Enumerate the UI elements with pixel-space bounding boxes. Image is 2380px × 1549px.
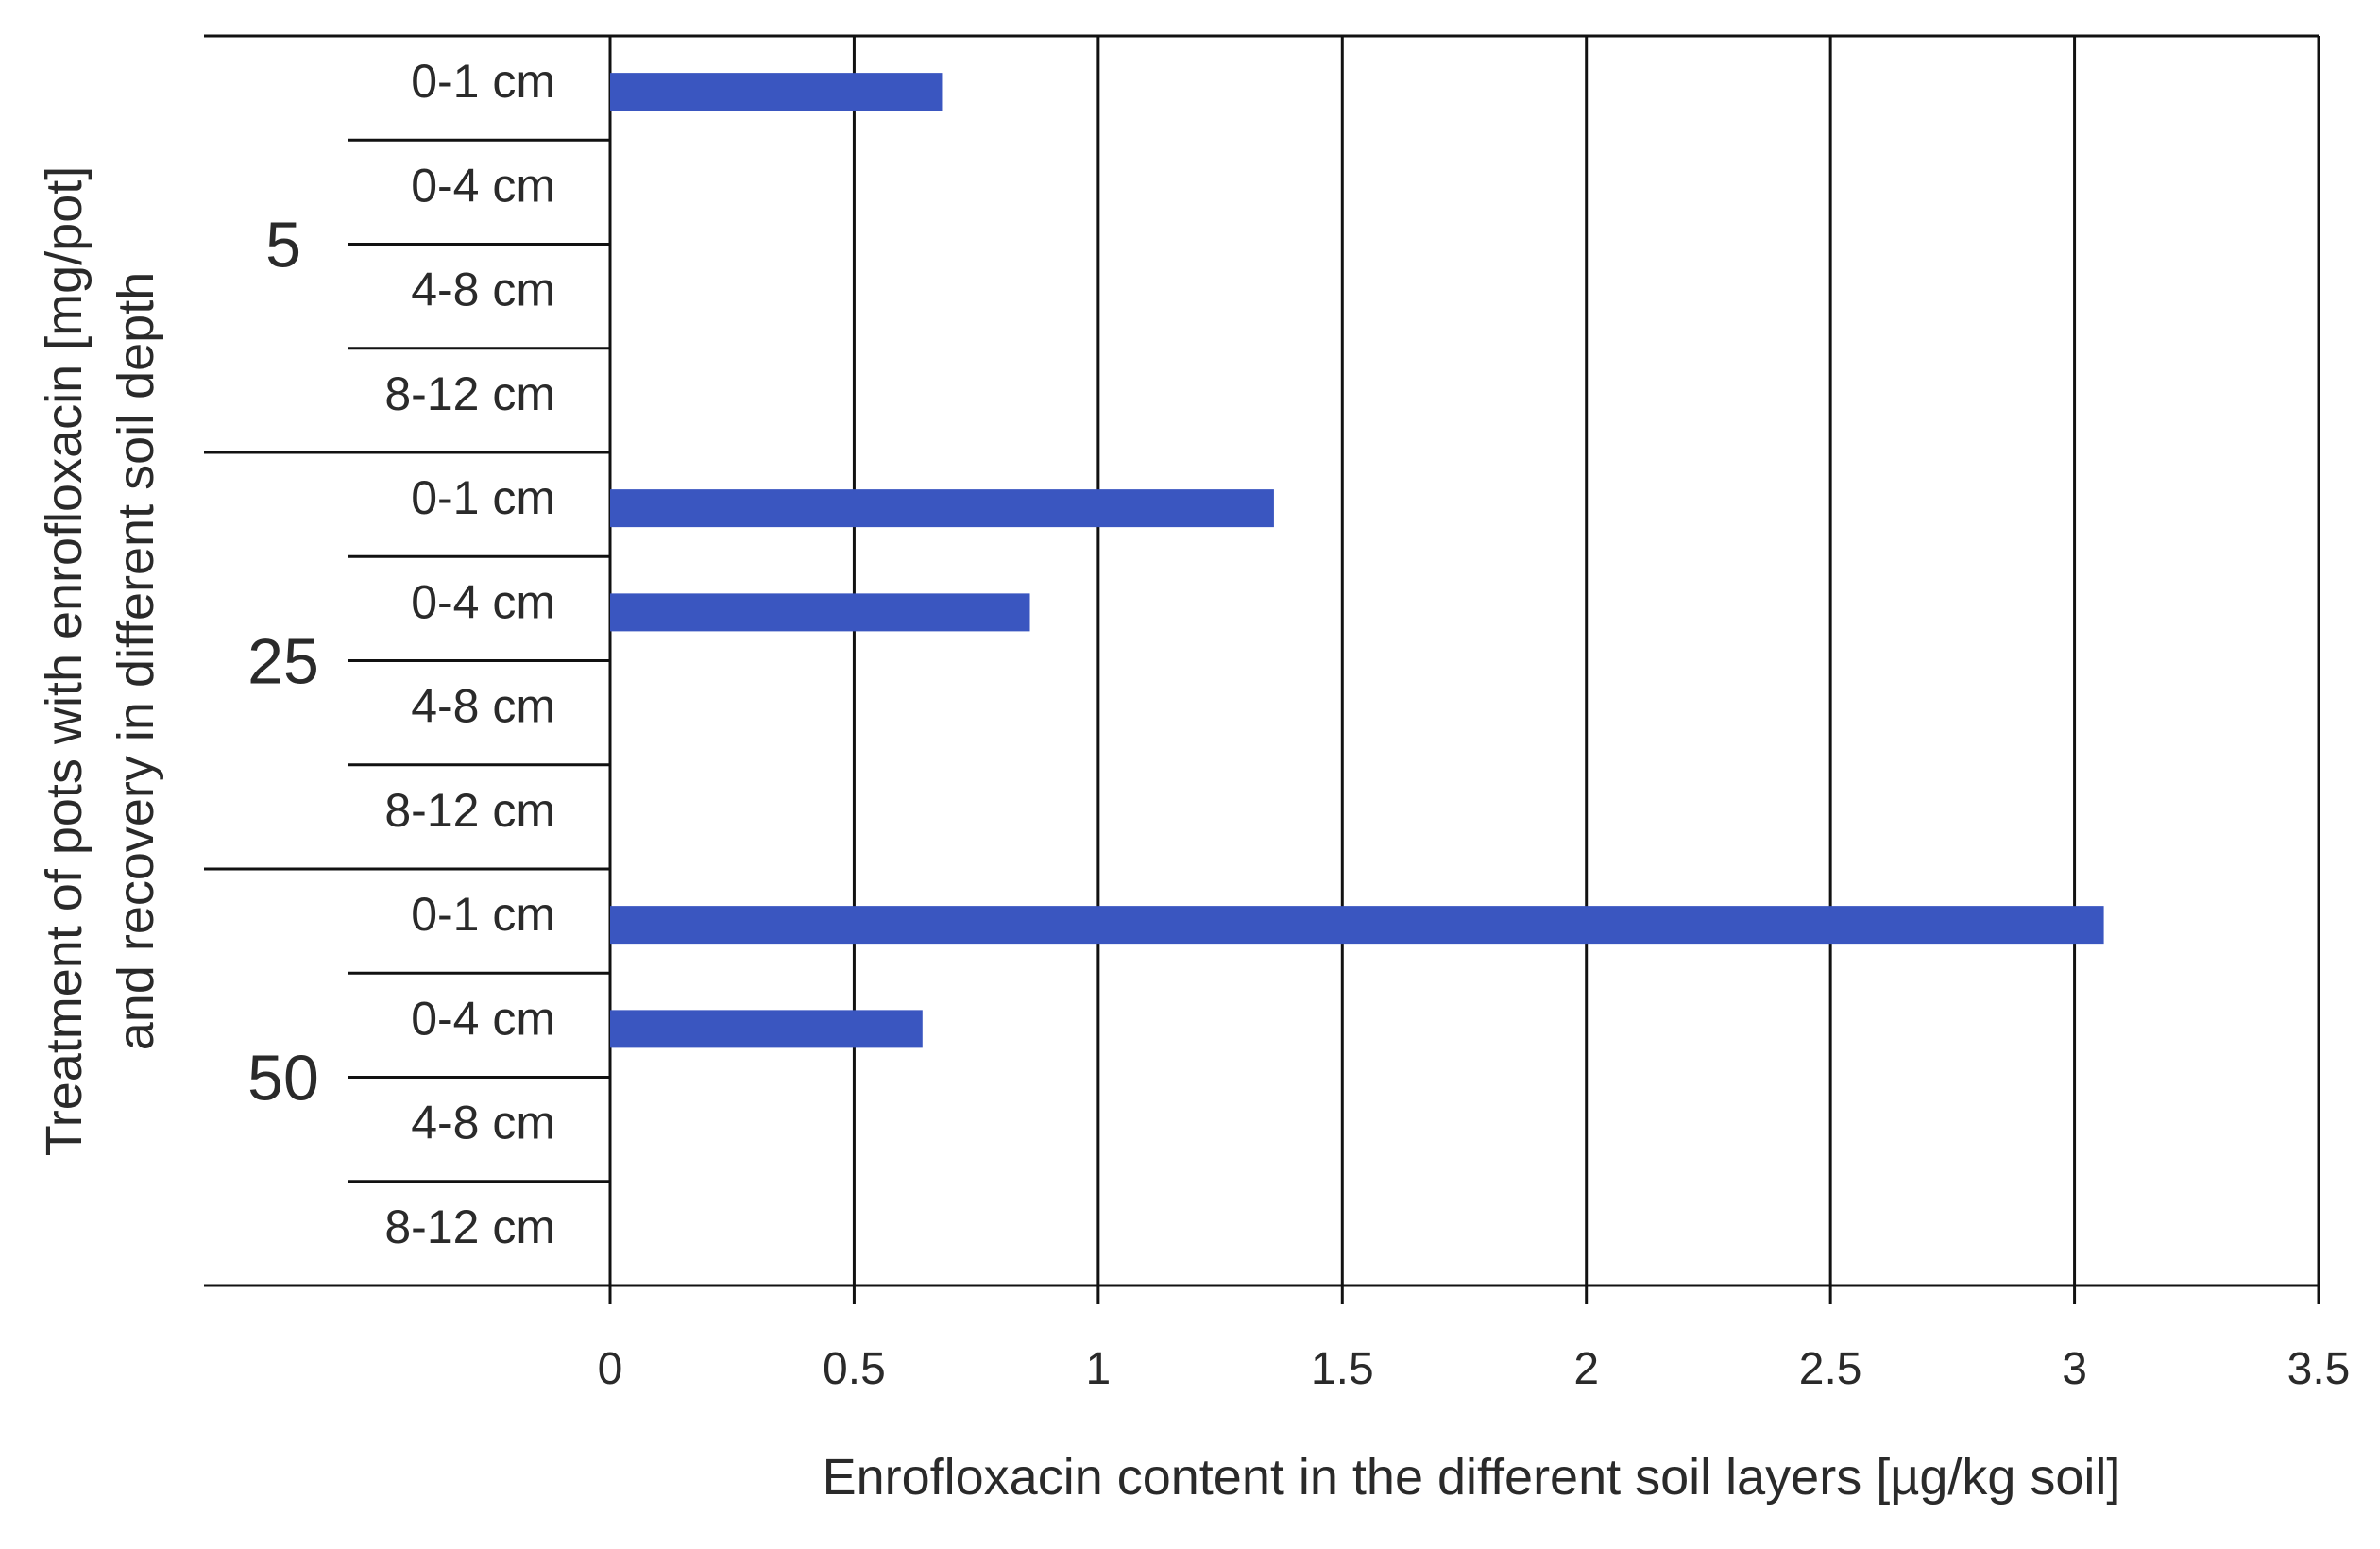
category-label: 0-4 cm <box>411 992 555 1045</box>
x-tick-label: 0.5 <box>823 1344 886 1394</box>
category-label: 8-12 cm <box>384 367 555 420</box>
category-label: 4-8 cm <box>411 1097 555 1149</box>
category-label: 0-1 cm <box>411 55 555 108</box>
x-axis-title: Enrofloxacin content in the different so… <box>823 1449 2121 1506</box>
category-label: 0-1 cm <box>411 471 555 524</box>
gridlines <box>608 36 2320 1304</box>
bars <box>610 73 2104 1048</box>
y-axis-title-line-1: Treatment of pots with enrofloxacin [mg/… <box>36 166 93 1157</box>
category-label: 4-8 cm <box>411 264 555 316</box>
category-label: 4-8 cm <box>411 680 555 733</box>
x-tick-label: 2 <box>1573 1344 1599 1394</box>
category-label: 8-12 cm <box>384 784 555 837</box>
category-label: 0-4 cm <box>411 159 555 212</box>
y-axis-title-line-2: and recovery in different soil depth <box>108 272 164 1051</box>
group-label: 50 <box>247 1043 319 1115</box>
bar <box>610 906 2104 945</box>
x-tick-label: 3 <box>2062 1344 2087 1394</box>
category-label: 0-1 cm <box>411 888 555 941</box>
bar <box>610 73 943 111</box>
frame <box>204 34 2319 1287</box>
x-tick-label: 1.5 <box>1311 1344 1374 1394</box>
labels: 0 0.5 1 1.5 2 2.5 3 3.5 0-1 cm 0-4 cm 4-8 cm 8-12 c… <box>247 55 2350 1394</box>
x-tick-label: 1 <box>1086 1344 1112 1394</box>
bar <box>610 593 1030 632</box>
group-label: 5 <box>265 210 301 281</box>
bar <box>610 489 1274 528</box>
x-tick-label: 0 <box>598 1344 623 1394</box>
bar <box>610 1010 923 1048</box>
x-tick-label: 3.5 <box>2287 1344 2351 1394</box>
x-tick-label: 2.5 <box>1799 1344 1862 1394</box>
group-label: 25 <box>247 626 319 698</box>
category-label: 8-12 cm <box>384 1200 555 1253</box>
category-label: 0-4 cm <box>411 575 555 628</box>
